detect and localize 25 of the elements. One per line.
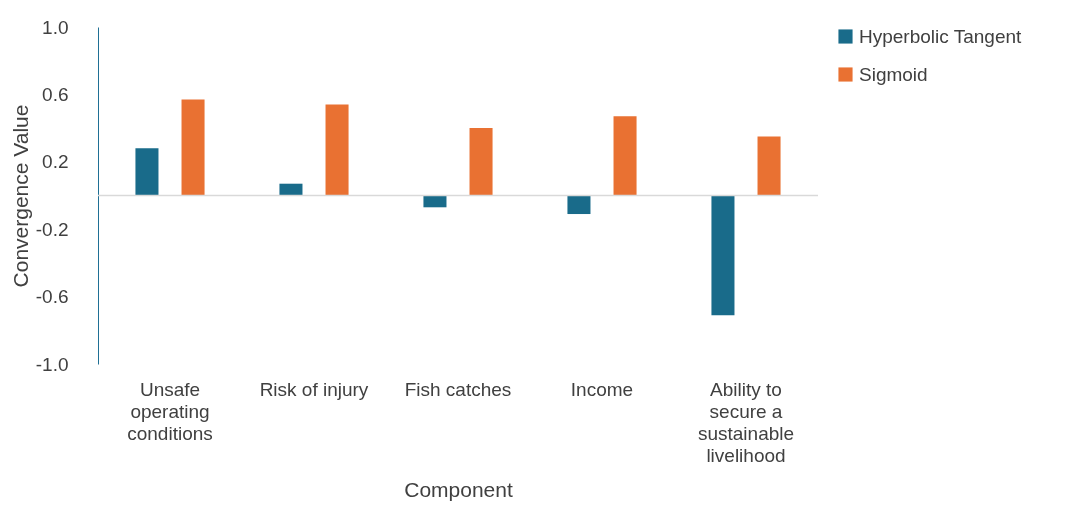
y-tick-label: -0.2	[35, 218, 69, 240]
bar	[423, 195, 447, 208]
bar	[135, 148, 159, 196]
bar	[469, 128, 493, 196]
legend-label: Hyperbolic Tangent	[859, 25, 1023, 47]
bar	[613, 116, 637, 196]
x-tick-label: Income	[570, 378, 634, 400]
y-axis-title: Convergence Value	[8, 104, 32, 288]
bar	[181, 99, 205, 196]
y-tick-label: 1.0	[42, 16, 69, 38]
y-tick-label: -1.0	[35, 353, 69, 375]
legend-label: Sigmoid	[859, 63, 928, 85]
x-tick-label: Risk of injury	[259, 378, 369, 400]
x-axis-title: Component	[404, 477, 513, 501]
x-tick-label: Ability to secure a sustainable livelihood	[697, 378, 795, 466]
y-tick-label: 0.2	[42, 151, 69, 173]
bar	[757, 136, 781, 196]
bar	[711, 195, 735, 316]
y-tick-label: -0.6	[35, 286, 69, 308]
bar	[279, 183, 303, 196]
y-tick-label: 0.6	[42, 83, 69, 105]
x-tick-label: Fish catches	[404, 378, 512, 400]
bar	[325, 104, 349, 196]
bar	[567, 195, 591, 215]
x-tick-label: Unsafe operating conditions	[127, 378, 213, 444]
